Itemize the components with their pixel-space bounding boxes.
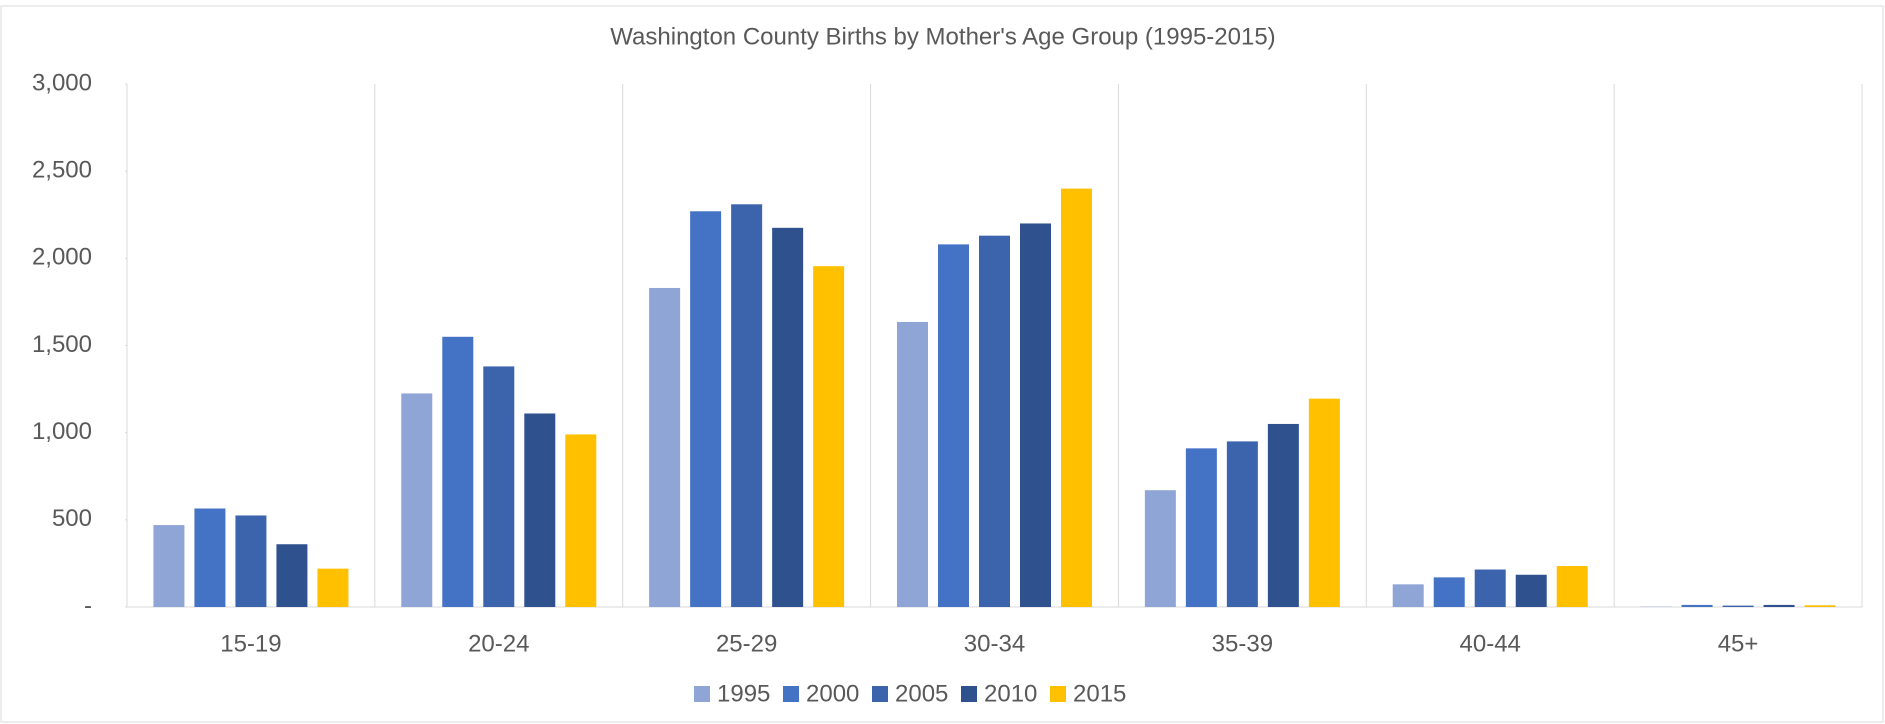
bar [1226, 441, 1258, 607]
x-tick-label: 35-39 [1212, 630, 1273, 657]
bar [1681, 604, 1713, 607]
legend-swatch [1050, 686, 1066, 702]
y-tick-label: 2,000 [32, 244, 92, 271]
bar [1763, 604, 1795, 607]
x-tick-label: 15-19 [220, 630, 281, 657]
bar [1433, 577, 1465, 607]
bar [813, 266, 845, 607]
bar [979, 235, 1010, 608]
bar [1020, 223, 1051, 607]
bar [1515, 574, 1547, 607]
bar [317, 568, 349, 607]
bar [731, 204, 763, 608]
legend-label: 2010 [984, 680, 1037, 707]
bar [1144, 490, 1176, 607]
bar [442, 336, 474, 607]
legend-swatch [872, 686, 888, 702]
bar [1804, 605, 1836, 607]
legend-label: 1995 [717, 680, 770, 707]
x-tick-label: 30-34 [964, 630, 1025, 657]
y-tick-label: 2,500 [32, 157, 92, 184]
legend-label: 2015 [1073, 680, 1126, 707]
bar [483, 366, 515, 607]
legend-swatch [694, 686, 710, 702]
legend-swatch [961, 686, 977, 702]
bar [690, 211, 722, 607]
bar [938, 244, 969, 608]
bar [1061, 188, 1092, 607]
bar [565, 434, 597, 607]
bar [401, 393, 433, 607]
x-tick-label: 45+ [1718, 630, 1759, 657]
legend-label: 2000 [806, 680, 859, 707]
y-tick-label: 1,000 [32, 418, 92, 445]
x-tick-label: 40-44 [1460, 630, 1521, 657]
legend-swatch [783, 686, 799, 702]
y-tick-label: 3,000 [32, 69, 92, 96]
bar [1474, 569, 1506, 607]
bar [1185, 448, 1217, 607]
x-tick-label: 20-24 [468, 630, 529, 657]
bar [1722, 605, 1754, 607]
y-tick-label: - [84, 592, 92, 619]
y-tick-label: 1,500 [32, 331, 92, 358]
bar [1267, 423, 1299, 607]
x-tick-label: 25-29 [716, 630, 777, 657]
bar [524, 413, 556, 607]
bar [235, 515, 267, 607]
bar [1392, 584, 1424, 607]
y-tick-label: 500 [52, 505, 92, 532]
chart-title: Washington County Births by Mother's Age… [610, 23, 1275, 50]
bar [194, 508, 226, 607]
bar [897, 321, 928, 607]
bar [772, 227, 804, 607]
bar [276, 544, 308, 607]
bar [649, 287, 681, 607]
bar [1556, 566, 1588, 607]
bar [1308, 398, 1340, 607]
bar [153, 525, 185, 607]
legend-label: 2005 [895, 680, 948, 707]
